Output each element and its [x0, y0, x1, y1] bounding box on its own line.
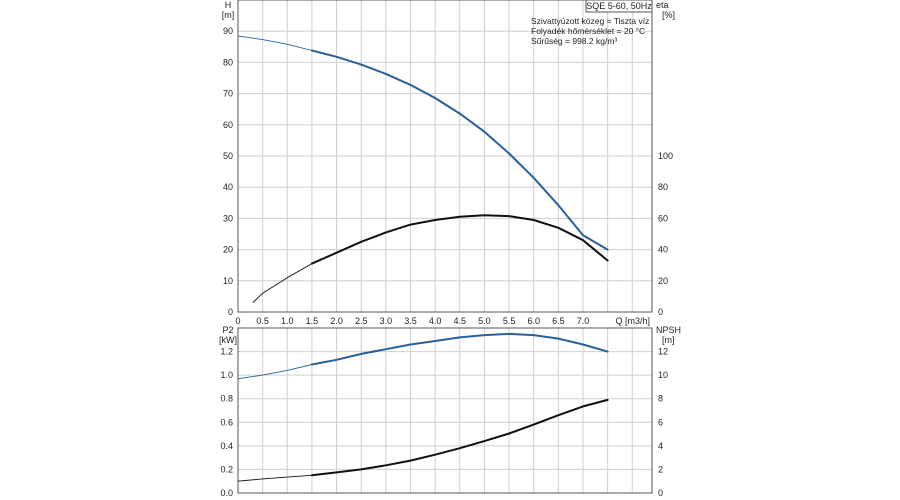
series-1-line-extrapolated — [237, 474, 312, 482]
top-chart: 0 10 20 30 40 50 60 70 80 90 0 20 40 60 80 100 H[m] eta[%… — [222, 0, 675, 326]
y-left-tick-label: 70 — [223, 89, 233, 99]
x-tick-label: 2.0 — [330, 316, 343, 326]
x-tick-label: 2.5 — [355, 316, 368, 326]
y-right-tick-label: 2 — [658, 464, 663, 474]
y-right-axis-unit: [%] — [662, 10, 675, 20]
y-left-tick-label: 50 — [223, 151, 233, 161]
plot-frame — [237, 327, 653, 494]
series-1-line — [310, 398, 609, 477]
series-1-line-extrapolated — [252, 263, 313, 303]
x-tick-label: 4.0 — [429, 316, 442, 326]
chart-annotation: Sűrűség = 998.2 kg/m³ — [531, 36, 617, 46]
bottom-chart: 0.0 0.2 0.4 0.6 0.8 1.0 1.2 0 2 4 6 8 10 12 P2[kW] NPSH… — [219, 325, 681, 498]
chart-annotation: Folyadék hőmérséklet = 20 °C — [531, 26, 645, 36]
y-left-tick-label: 20 — [223, 245, 233, 255]
y-left-tick-label: 0.6 — [220, 417, 233, 427]
y-right-axis-label: eta — [656, 0, 669, 10]
y-right-tick-label: 100 — [658, 151, 673, 161]
y-right-tick-label: 8 — [658, 394, 663, 404]
series-0-line-extrapolated — [237, 364, 313, 380]
x-axis-label: Q [m3/h] — [615, 316, 650, 326]
x-tick-label: 5.5 — [503, 316, 516, 326]
title-box — [585, 0, 653, 13]
y-right-tick-label: 80 — [658, 182, 668, 192]
x-tick-label: 4.5 — [454, 316, 467, 326]
y-left-tick-label: 60 — [223, 120, 233, 130]
y-left-tick-label: 10 — [223, 276, 233, 286]
series-0-line — [310, 49, 609, 251]
y-left-tick-label: 0.2 — [220, 464, 233, 474]
x-tick-label: 0 — [235, 316, 240, 326]
x-tick-label: 5.0 — [478, 316, 491, 326]
y-left-axis-unit: [m] — [222, 10, 235, 20]
y-right-axis-unit: [m] — [662, 335, 675, 345]
x-tick-label: 1.0 — [281, 316, 294, 326]
y-left-tick-label: 0.4 — [220, 441, 233, 451]
y-left-tick-label: 40 — [223, 182, 233, 192]
y-left-tick-label: 1.2 — [220, 347, 233, 357]
series-0-line-extrapolated — [237, 35, 313, 51]
x-tick-label: 6.0 — [527, 316, 540, 326]
y-right-tick-label: 6 — [658, 417, 663, 427]
x-tick-label: 3.0 — [380, 316, 393, 326]
x-tick-label: 0.5 — [256, 316, 269, 326]
plot-frame — [237, 0, 653, 313]
chart-annotation: Szivattyúzott közeg = Tiszta víz — [531, 16, 649, 26]
y-right-tick-label: 10 — [658, 370, 668, 380]
y-left-tick-label: 0.8 — [220, 394, 233, 404]
y-left-tick-label: 30 — [223, 213, 233, 223]
y-left-axis-label: P2 — [222, 325, 233, 335]
series-1-line — [310, 214, 609, 265]
x-tick-label: 1.5 — [306, 316, 319, 326]
y-right-tick-label: 0 — [658, 488, 663, 498]
y-right-tick-label: 60 — [658, 213, 668, 223]
y-right-tick-label: 12 — [658, 347, 668, 357]
y-left-axis-unit: [kW] — [219, 335, 237, 345]
y-left-tick-label: 90 — [223, 26, 233, 36]
x-tick-label: 6.5 — [552, 316, 565, 326]
y-left-tick-label: 80 — [223, 57, 233, 67]
y-left-axis-label: H — [225, 0, 232, 10]
y-left-tick-label: 1.0 — [220, 370, 233, 380]
y-right-axis-label: NPSH — [656, 325, 681, 335]
series-0-line — [310, 332, 609, 366]
y-right-tick-label: 20 — [658, 276, 668, 286]
y-right-tick-label: 4 — [658, 441, 663, 451]
x-tick-label: 3.5 — [404, 316, 417, 326]
x-tick-label: 7.0 — [577, 316, 590, 326]
y-left-tick-label: 0.0 — [220, 488, 233, 498]
chart-title: SQE 5-60, 50Hz — [586, 1, 652, 11]
y-left-tick-label: 0 — [228, 307, 233, 317]
y-right-tick-label: 40 — [658, 245, 668, 255]
y-right-tick-label: 0 — [658, 307, 663, 317]
